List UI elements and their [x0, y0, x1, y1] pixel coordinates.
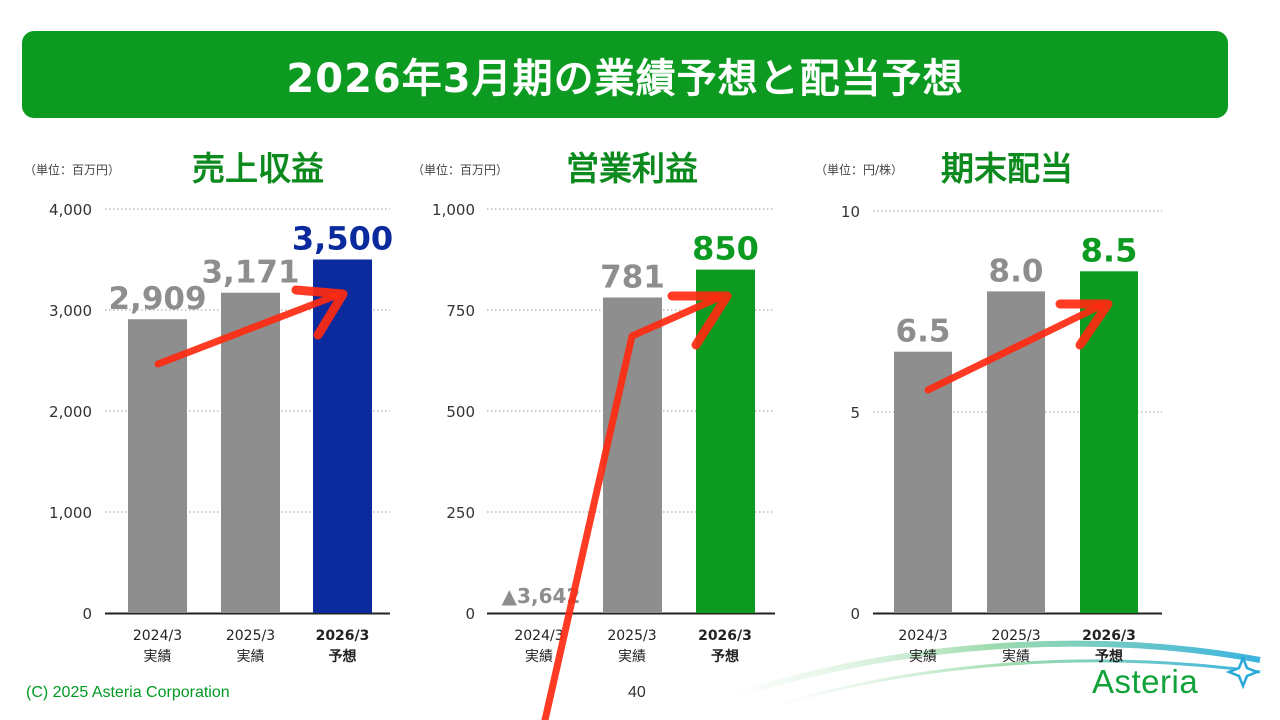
red-arrow	[541, 294, 722, 720]
decorative-swoosh	[719, 640, 1261, 703]
x-tick-label: 実績	[525, 649, 553, 665]
y-tick-label: 750	[446, 302, 475, 320]
y-tick-label: 1,000	[49, 504, 92, 522]
red-arrow-head	[291, 285, 348, 340]
title-banner: 2026年3月期の業績予想と配当予想	[22, 31, 1228, 118]
data-label: 781	[600, 259, 665, 295]
y-tick-label: 4,000	[49, 201, 92, 219]
red-arrow-head	[667, 291, 732, 350]
unit-label: （単位：百万円）	[24, 162, 120, 177]
bar	[221, 292, 280, 613]
x-tick-label: 2024/3	[514, 628, 563, 644]
data-label: 8.5	[1081, 231, 1138, 269]
data-label: ▲3,642	[502, 584, 581, 608]
y-tick-label: 0	[82, 605, 92, 623]
y-tick-label: 1,000	[432, 201, 475, 219]
asteria-logo: Asteria	[1092, 663, 1199, 700]
x-tick-label: 2024/3	[898, 628, 947, 644]
x-tick-label: 2025/3	[226, 628, 275, 644]
bar	[696, 269, 755, 613]
x-tick-label: 実績	[618, 649, 646, 665]
unit-label: （単位：百万円）	[412, 162, 508, 177]
y-tick-label: 0	[850, 605, 860, 623]
x-tick-label: 実績	[909, 649, 937, 665]
sparkle-icon	[1225, 654, 1261, 690]
bar	[128, 319, 187, 613]
red-arrow-head	[1055, 299, 1113, 350]
y-tick-label: 250	[446, 504, 475, 522]
page-title: 2026年3月期の業績予想と配当予想	[286, 55, 964, 102]
x-tick-label: 2024/3	[133, 628, 182, 644]
data-label: 3,500	[292, 220, 393, 258]
x-tick-label: 実績	[144, 649, 172, 665]
bar	[1080, 271, 1138, 613]
x-tick-label: 2025/3	[991, 628, 1040, 644]
y-tick-label: 0	[465, 605, 475, 623]
x-tick-label: 2026/3	[698, 628, 752, 644]
x-tick-label: 実績	[1002, 649, 1030, 665]
x-tick-label: 予想	[1095, 648, 1123, 665]
x-tick-label: 2025/3	[607, 628, 656, 644]
data-label: 850	[692, 230, 759, 268]
bar	[603, 297, 662, 613]
data-label: 2,909	[108, 281, 206, 317]
y-tick-label: 2,000	[49, 403, 92, 421]
data-label: 8.0	[989, 253, 1044, 289]
y-tick-label: 10	[841, 203, 860, 221]
data-label: 3,171	[201, 255, 299, 291]
y-tick-label: 5	[850, 404, 860, 422]
y-tick-label: 500	[446, 403, 475, 421]
unit-label: （単位：円/株）	[815, 162, 903, 177]
data-label: 6.5	[896, 314, 951, 350]
bar	[313, 259, 372, 613]
x-tick-label: 予想	[711, 648, 739, 665]
copyright-text: (C) 2025 Asteria Corporation	[26, 684, 230, 701]
y-tick-label: 3,000	[49, 302, 92, 320]
bar	[894, 351, 952, 613]
x-tick-label: 2026/3	[1082, 628, 1136, 644]
decorative-swoosh-2	[759, 659, 1261, 712]
x-tick-label: 2026/3	[316, 628, 370, 644]
x-tick-label: 実績	[237, 649, 265, 665]
chart-title: 売上収益	[192, 149, 324, 188]
chart-title: 営業利益	[566, 149, 698, 188]
red-arrow	[924, 302, 1104, 394]
red-arrow	[154, 292, 339, 368]
chart-title: 期末配当	[941, 149, 1073, 188]
page-number: 40	[628, 684, 646, 701]
x-tick-label: 予想	[329, 648, 357, 665]
